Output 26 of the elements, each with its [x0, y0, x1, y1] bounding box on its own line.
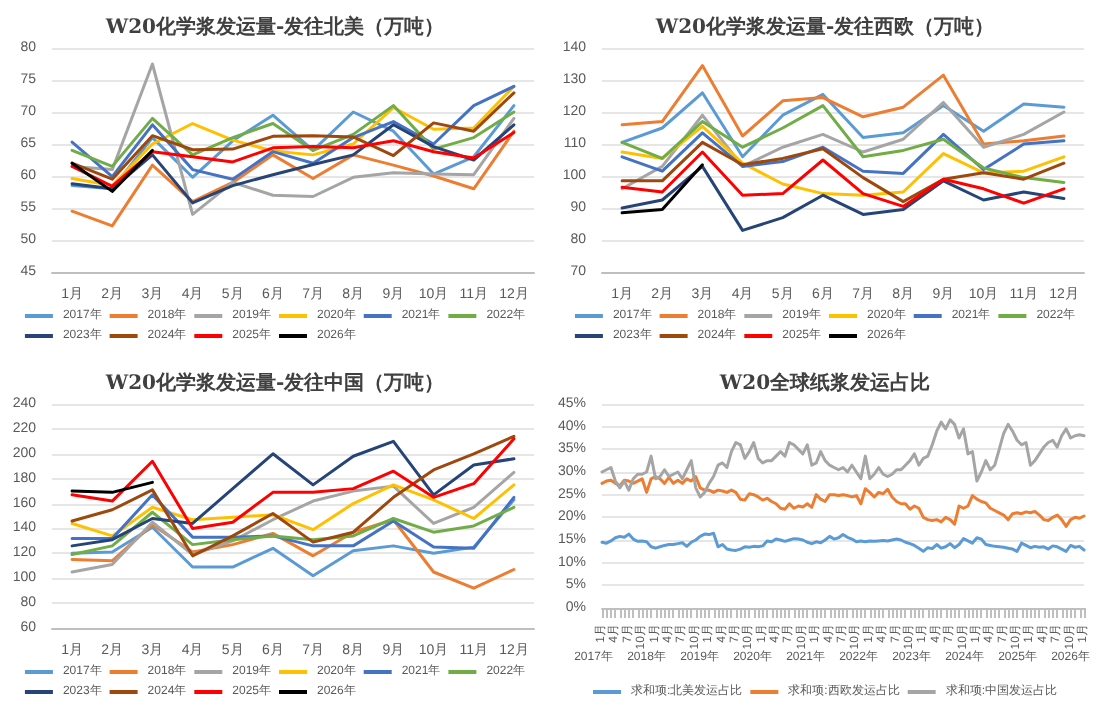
- chart-title: W20全球纸浆发运占比: [717, 371, 931, 395]
- line-series: [70, 129, 516, 228]
- line-series: [600, 418, 1086, 499]
- line-series: [70, 437, 516, 530]
- line-series: [70, 493, 516, 550]
- chart-title: W20化学浆发运量-发往北美（万吨）: [103, 15, 445, 39]
- chart-title: W20化学浆发运量-发往西欧（万吨）: [653, 15, 995, 39]
- line-series: [70, 470, 516, 574]
- line-series: [70, 505, 516, 557]
- line-series: [620, 150, 1066, 208]
- line-series: [600, 475, 1086, 528]
- line-series: [70, 104, 516, 191]
- line-series: [600, 531, 1086, 553]
- line-series: [70, 130, 516, 188]
- line-series: [620, 164, 1066, 232]
- line-series: [620, 91, 1066, 159]
- line-series: [70, 123, 516, 205]
- line-series: [70, 518, 516, 590]
- line-series: [620, 124, 1066, 197]
- chart-title: W20化学浆发运量-发往中国（万吨）: [103, 371, 445, 395]
- line-series: [70, 498, 516, 578]
- line-series: [620, 140, 1066, 204]
- line-series: [620, 131, 1066, 175]
- line-series: [70, 104, 516, 168]
- line-series: [620, 64, 1066, 146]
- line-series: [70, 483, 516, 538]
